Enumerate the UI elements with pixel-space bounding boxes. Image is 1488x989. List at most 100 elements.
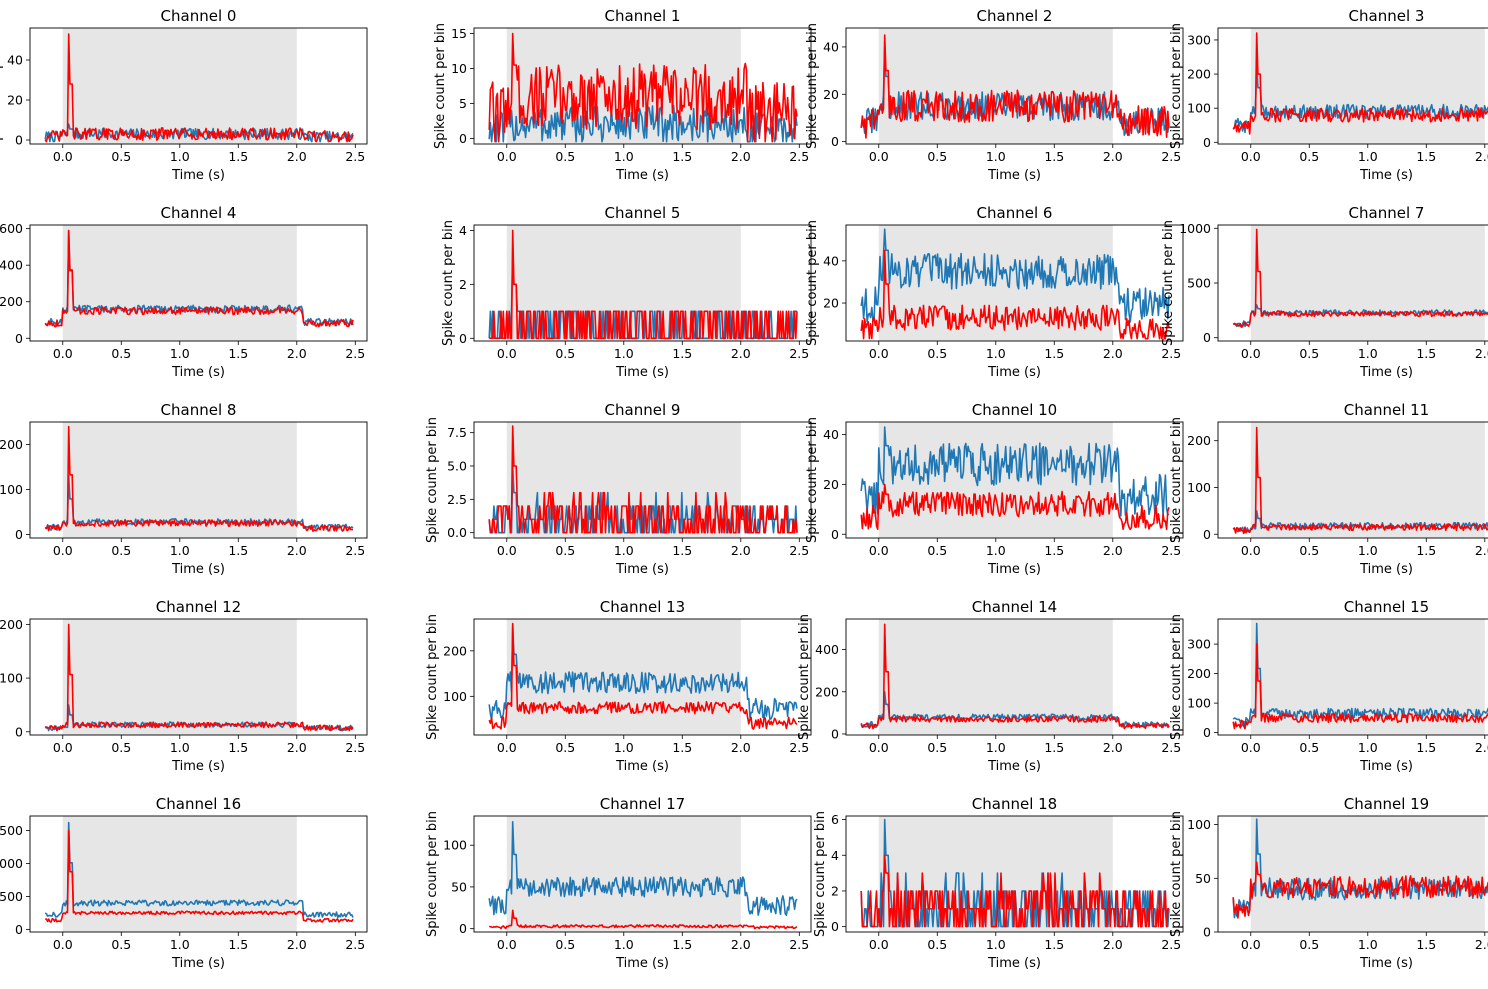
x-tick-label: 0.5 (555, 543, 575, 558)
stimulus-window-shade (506, 816, 741, 932)
axes-frame (29, 618, 368, 736)
y-tick-label: 40 (823, 39, 839, 54)
x-tick-label: 2.0 (1103, 937, 1123, 952)
series-line-blue (488, 625, 798, 721)
y-tick-label: 300 (1187, 637, 1211, 652)
subplot-channel-9: 0.0 0.5 1.0 1.5 2.0 2.5 0.0 2.5 5.0 7.5 Channel 9 T… (425, 401, 812, 577)
subplot-channel-3: 0.00.51.01.52.02.50100200300Channel 3Tim… (1169, 7, 1488, 183)
series-line-blue (44, 475, 354, 532)
y-tick-label: 100 (1187, 696, 1211, 711)
y-tick-label: 20 (823, 87, 839, 102)
y-axis-label: Spike count per bin (425, 614, 440, 740)
x-tick-label: 1.5 (228, 346, 248, 361)
series-line-blue (488, 821, 798, 916)
x-tick-label: 2.0 (1475, 149, 1488, 164)
subplot-title: Channel 1 (605, 7, 681, 25)
axes-frame (845, 27, 1184, 145)
series-line-red (488, 32, 798, 143)
subplot-title: Channel 19 (1344, 795, 1429, 813)
y-tick-label: 2 (459, 277, 467, 292)
y-axis-label: Spike count per bin (425, 417, 440, 543)
x-axis-label: Time (s) (171, 562, 225, 577)
stimulus-window-shade (1250, 28, 1485, 144)
axes-frame (845, 618, 1184, 736)
x-tick-label: 0.0 (53, 937, 73, 952)
x-tick-label: 1.5 (1416, 346, 1436, 361)
x-tick-label: 1.5 (1044, 149, 1064, 164)
x-tick-label: 0.5 (555, 740, 575, 755)
x-tick-label: 1.0 (1358, 149, 1378, 164)
x-axis-label: Time (s) (171, 168, 225, 183)
x-axis-label: Time (s) (615, 365, 669, 380)
subplot-title: Channel 13 (600, 598, 685, 616)
y-axis-label: Spike count per bin (805, 220, 820, 346)
y-tick-label: 0 (831, 726, 839, 741)
x-axis-label: Time (s) (615, 562, 669, 577)
x-tick-label: 2.0 (731, 740, 751, 755)
x-tick-label: 2.5 (1161, 937, 1181, 952)
subplot-channel-16: 0.0 0.5 1.0 1.5 2.0 2.5 0 500 1000 1500 Channel 16… (0, 795, 368, 971)
y-tick-label: 200 (815, 684, 839, 699)
subplot-title: Channel 9 (605, 401, 681, 419)
x-tick-label: 0.5 (1299, 543, 1319, 558)
series-line-blue (860, 426, 1170, 518)
x-tick-label: 0.0 (869, 149, 889, 164)
subplot-title: Channel 8 (161, 401, 237, 419)
x-tick-label: 0.0 (869, 543, 889, 558)
series-line-red (489, 229, 798, 340)
y-axis-label: Spike count per bin (441, 220, 456, 346)
x-tick-label: 2.0 (1475, 740, 1488, 755)
x-tick-label: 2.5 (345, 543, 365, 558)
x-tick-label: 2.0 (1475, 346, 1488, 361)
series-line-red (488, 425, 798, 534)
x-tick-label: 2.0 (287, 149, 307, 164)
subplot-title: Channel 18 (972, 795, 1057, 813)
series-line-red (1232, 861, 1488, 919)
y-axis-label: Spike count per bin (1161, 220, 1176, 346)
y-tick-label: 0 (831, 527, 839, 542)
x-axis-label: Time (s) (987, 562, 1041, 577)
y-tick-label: 200 (0, 617, 23, 632)
x-tick-label: 0.5 (555, 937, 575, 952)
y-tick-label: 100 (1187, 101, 1211, 116)
x-tick-label: 1.5 (1416, 149, 1436, 164)
x-tick-label: 0.0 (1241, 346, 1261, 361)
x-tick-label: 1.0 (986, 740, 1006, 755)
x-tick-label: 0.0 (497, 346, 517, 361)
x-axis-label: Time (s) (987, 759, 1041, 774)
y-tick-label: 2.5 (447, 492, 467, 507)
x-tick-label: 0.5 (927, 346, 947, 361)
y-tick-label: 0 (1203, 725, 1211, 740)
x-tick-label: 2.5 (1161, 740, 1181, 755)
x-tick-label: 2.5 (1161, 346, 1181, 361)
y-axis-label: Spike count per bin (813, 811, 828, 937)
x-tick-label: 0.0 (869, 937, 889, 952)
subplot-title: Channel 4 (161, 204, 237, 222)
x-tick-label: 0.5 (1299, 937, 1319, 952)
x-axis-label: Time (s) (987, 168, 1041, 183)
y-tick-label: 20 (823, 296, 839, 311)
y-tick-label: 200 (1187, 67, 1211, 82)
x-tick-label: 1.0 (170, 149, 190, 164)
x-tick-label: 1.5 (672, 937, 692, 952)
x-axis-label: Time (s) (615, 956, 669, 971)
series-line-red (860, 249, 1170, 340)
x-tick-label: 1.0 (614, 149, 634, 164)
y-tick-label: 0 (15, 133, 23, 148)
x-axis-label: Time (s) (171, 759, 225, 774)
series-line-red (860, 34, 1170, 139)
x-tick-label: 2.0 (287, 937, 307, 952)
x-tick-label: 0.0 (1241, 543, 1261, 558)
x-tick-label: 1.0 (1358, 937, 1378, 952)
axes-frame (845, 224, 1184, 342)
x-tick-label: 1.5 (228, 740, 248, 755)
y-axis-label: Spike count per bin (805, 23, 820, 149)
series-line-red (860, 483, 1170, 531)
x-tick-label: 0.0 (53, 740, 73, 755)
x-tick-label: 1.0 (614, 543, 634, 558)
y-tick-label: 1000 (1179, 221, 1211, 236)
x-tick-label: 0.0 (1241, 149, 1261, 164)
x-tick-label: 2.0 (731, 543, 751, 558)
x-tick-label: 1.5 (1044, 937, 1064, 952)
series-line-red (1232, 32, 1488, 135)
